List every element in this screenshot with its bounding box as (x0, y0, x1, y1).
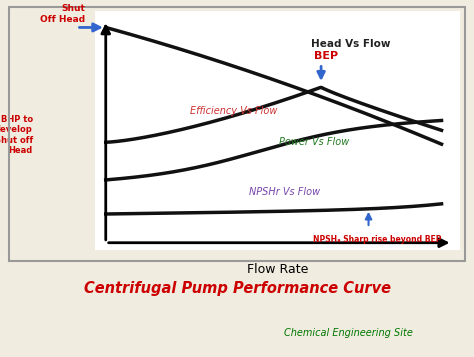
Text: NPSHr Vs Flow: NPSHr Vs Flow (249, 187, 320, 197)
Text: Head Vs Flow: Head Vs Flow (310, 39, 390, 49)
Text: Shut
Off Head: Shut Off Head (40, 5, 85, 24)
Text: NPSHₐ Sharp rise beyond BEP: NPSHₐ Sharp rise beyond BEP (313, 235, 441, 244)
Text: Flow Rate: Flow Rate (246, 262, 308, 276)
Text: Power Vs Flow: Power Vs Flow (279, 137, 349, 147)
Text: BHP to
develop
Shut off
Head: BHP to develop Shut off Head (0, 115, 33, 155)
Text: BEP: BEP (315, 51, 338, 61)
Text: Chemical Engineering Site: Chemical Engineering Site (283, 328, 412, 338)
Text: Efficiency Vs Flow: Efficiency Vs Flow (190, 106, 277, 116)
Text: Centrifugal Pump Performance Curve: Centrifugal Pump Performance Curve (83, 281, 391, 296)
